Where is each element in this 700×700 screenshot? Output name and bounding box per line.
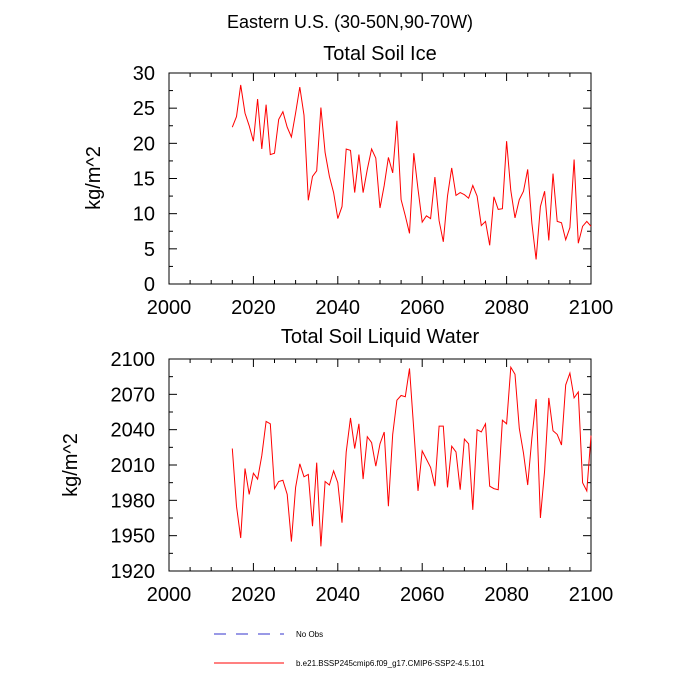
- x-tick-label: 2020: [231, 584, 276, 606]
- series-line: [231, 84, 592, 260]
- y-tick-label: 2010: [111, 455, 156, 477]
- plot-frame: [168, 358, 592, 572]
- y-tick-label: 15: [133, 169, 155, 191]
- x-tick-label: 2080: [484, 297, 529, 319]
- plot-frame: [168, 72, 592, 285]
- chart-title: Total Soil Liquid Water: [281, 326, 480, 348]
- y-tick-label: 25: [133, 98, 155, 120]
- chart-total-soil-ice: Total Soil Ice kg/m^2 2000 2020 2040 2060 20…: [83, 43, 613, 319]
- x-tick-label: 2100: [569, 297, 614, 319]
- axis-ticks: 2000 2020 2040 2060 2080 2100 1920 1950 1980 2010…: [111, 349, 614, 606]
- x-tick-label: 2000: [147, 584, 192, 606]
- chart-total-soil-liquid-water: Total Soil Liquid Water kg/m^2 2000 2020 2…: [60, 326, 613, 606]
- y-tick-label: 10: [133, 204, 155, 226]
- y-axis-label: kg/m^2: [83, 146, 105, 210]
- legend: No Obs b.e21.BSSP245cmip6.f09_g17.CMIP6-…: [214, 630, 485, 668]
- y-tick-label: 2040: [111, 420, 156, 442]
- y-tick-label: 1920: [111, 561, 156, 583]
- legend-item-no-obs: No Obs: [214, 630, 323, 639]
- x-tick-label: 2060: [400, 297, 445, 319]
- x-tick-label: 2020: [231, 297, 276, 319]
- x-tick-label: 2060: [400, 584, 445, 606]
- axis-ticks: 2000 2020 2040 2060 2080 2100 0 5 10 15 20 25 30: [133, 63, 614, 319]
- y-axis-label: kg/m^2: [60, 433, 82, 497]
- series-line: [231, 365, 592, 547]
- chart-title: Total Soil Ice: [323, 43, 436, 65]
- x-tick-label: 2000: [147, 297, 192, 319]
- x-tick-label: 2040: [316, 584, 361, 606]
- legend-label: No Obs: [296, 630, 323, 639]
- y-tick-label: 0: [144, 274, 155, 296]
- figure-title: Eastern U.S. (30-50N,90-70W): [227, 12, 473, 32]
- legend-label: b.e21.BSSP245cmip6.f09_g17.CMIP6-SSP2-4.…: [296, 659, 485, 668]
- y-tick-label: 5: [144, 239, 155, 261]
- y-tick-label: 30: [133, 63, 155, 85]
- y-tick-label: 1950: [111, 526, 156, 548]
- y-tick-label: 1980: [111, 490, 156, 512]
- legend-item-model-run: b.e21.BSSP245cmip6.f09_g17.CMIP6-SSP2-4.…: [214, 659, 485, 668]
- y-tick-label: 20: [133, 133, 155, 155]
- x-tick-label: 2100: [569, 584, 614, 606]
- y-tick-label: 2070: [111, 384, 156, 406]
- y-tick-label: 2100: [111, 349, 156, 371]
- x-tick-label: 2080: [484, 584, 529, 606]
- x-tick-label: 2040: [316, 297, 361, 319]
